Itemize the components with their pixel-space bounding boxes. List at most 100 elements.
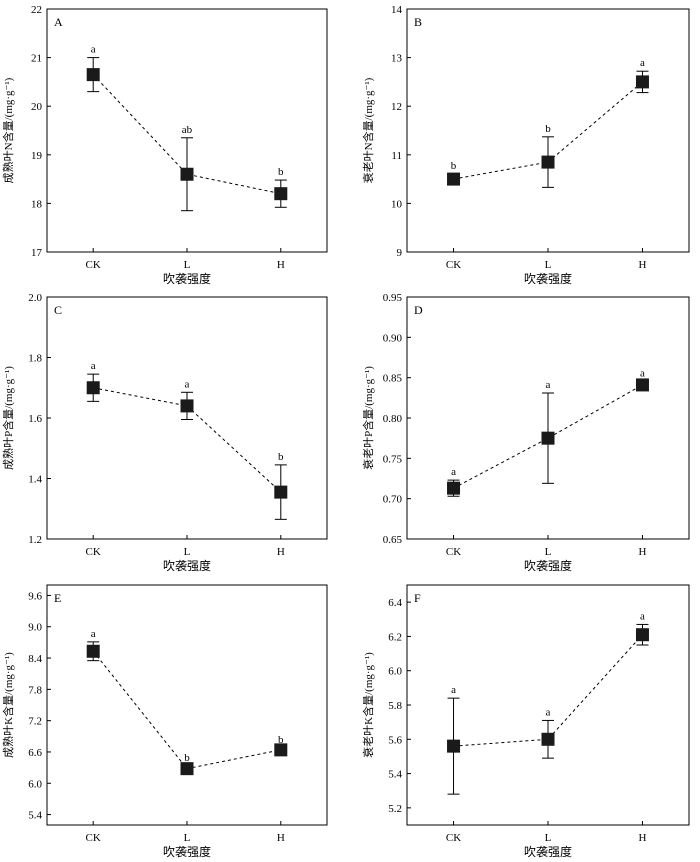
x-axis-title: 吹袭强度 [163,844,211,859]
x-tick-label: L [184,546,191,558]
data-point [274,743,288,757]
significance-label: b [545,123,551,135]
y-tick-label: 7.2 [28,716,42,728]
data-point [86,381,100,395]
y-tick-label: 19 [31,150,43,162]
data-point [86,68,100,82]
y-tick-label: 11 [391,150,402,162]
y-tick-label: 6.0 [388,666,402,678]
significance-label: b [278,451,284,463]
data-point [447,172,461,186]
x-tick-label: CK [446,832,461,844]
x-tick-label: L [545,546,552,558]
y-tick-label: 7.8 [28,684,42,696]
series-line [453,81,643,180]
plot-frame [406,584,690,826]
data-point [447,481,461,495]
data-point [635,75,649,89]
y-tick-label: 0.85 [383,373,403,385]
panel-label: A [54,15,63,29]
y-axis-title: 成熟叶K含量/(mg·g⁻¹) [1,652,15,758]
y-tick-label: 18 [31,198,43,210]
y-axis-title: 成熟叶P含量/(mg·g⁻¹) [1,366,15,470]
x-tick-label: CK [446,259,461,271]
chart-panel-B: B 9 10 11 12 13 14 CK L H 吹袭强度 衰老叶N含量/(mg·g⁻¹) b b a [361,4,690,286]
data-point [180,399,194,413]
x-tick-label: H [638,259,646,271]
x-axis-title: 吹袭强度 [163,558,211,573]
y-tick-label: 0.90 [383,332,403,344]
chart-panel-C: C 1.2 1.4 1.6 1.8 2.0 CK L H 吹袭强度 成熟叶P含量/(mg·g⁻¹) a… [1,292,328,573]
data-point [635,628,649,642]
y-tick-label: 0.95 [383,292,403,304]
y-tick-label: 5.6 [388,734,402,746]
significance-label: a [546,379,551,391]
significance-label: a [91,360,96,372]
y-tick-label: 9.0 [28,622,42,634]
significance-label: a [451,684,456,696]
panel-label: F [414,591,421,605]
x-tick-label: H [277,259,285,271]
data-point [274,485,288,499]
chart-panel-E: E 5.4 6.0 6.6 7.2 7.8 8.4 9.0 9.6 CK L H 吹袭强度 成熟叶K含量/… [1,584,328,859]
x-tick-label: CK [446,546,461,558]
series-line [93,387,282,493]
y-tick-label: 22 [31,4,42,16]
data-point [447,739,461,753]
y-tick-label: 5.4 [28,810,42,822]
y-tick-label: 12 [391,101,402,113]
y-axis-title: 衰老叶N含量/(mg·g⁻¹) [361,77,375,183]
y-tick-label: 1.8 [28,353,42,365]
chart-panel-A: A 17 18 19 20 21 22 CK L H 吹袭强度 成熟叶N含量/(mg·g⁻¹) a ab b [1,4,328,286]
data-point [86,644,100,658]
y-tick-label: 0.70 [383,494,403,506]
y-tick-label: 0.80 [383,413,403,425]
y-tick-label: 6.6 [28,747,42,759]
y-tick-label: 14 [391,4,403,16]
significance-label: a [185,378,190,390]
data-point [541,431,555,445]
x-axis-title: 吹袭强度 [524,558,572,573]
data-point [635,378,649,392]
panel-label: D [414,303,423,317]
x-tick-label: L [184,259,191,271]
significance-label: a [640,57,645,69]
data-point [541,155,555,169]
significance-label: a [91,44,96,56]
data-point [541,732,555,746]
significance-label: b [451,160,457,172]
x-axis-title: 吹袭强度 [524,271,572,286]
data-point [180,167,194,181]
y-tick-label: 20 [31,101,43,113]
y-tick-label: 8.4 [28,653,42,665]
plot-frame [46,584,328,826]
y-tick-label: 5.8 [388,700,402,712]
x-tick-label: H [638,832,646,844]
y-tick-label: 1.2 [28,534,42,546]
series-line [92,650,281,770]
y-tick-label: 10 [391,198,403,210]
significance-label: a [91,628,96,640]
y-tick-label: 17 [31,247,43,259]
x-axis-title: 吹袭强度 [163,271,211,286]
y-tick-label: 9.6 [28,590,42,602]
significance-label: a [640,610,645,622]
y-tick-label: 13 [391,53,403,65]
y-tick-label: 1.4 [28,474,42,486]
x-tick-label: H [277,546,285,558]
series-line [92,74,281,195]
significance-label: b [278,166,284,178]
panel-label: E [54,591,61,605]
x-axis-title: 吹袭强度 [524,844,572,859]
chart-panel-F: F 5.2 5.4 5.6 5.8 6.0 6.2 6.4 CK L H 吹袭强度 衰老叶K含量/(mg… [361,584,690,859]
x-tick-label: H [277,832,285,844]
y-tick-label: 6.4 [388,597,402,609]
y-axis-title: 衰老叶K含量/(mg·g⁻¹) [361,652,375,758]
chart-panel-D: D 0.65 0.70 0.75 0.80 0.85 0.90 0.95 CK L H 吹袭强度 衰老叶… [361,292,690,573]
significance-label: a [451,466,456,478]
y-tick-label: 6.2 [388,631,402,643]
y-tick-label: 5.2 [388,803,402,815]
y-tick-label: 9 [397,247,403,259]
y-tick-label: 21 [31,53,42,65]
